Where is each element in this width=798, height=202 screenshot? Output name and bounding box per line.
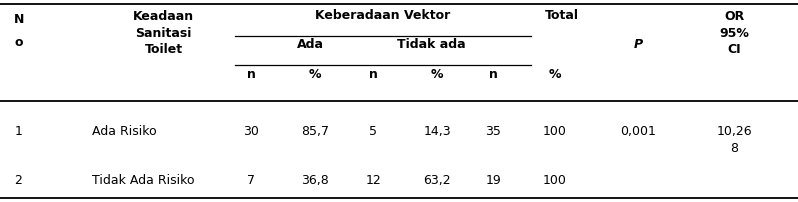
Text: 100: 100 — [543, 125, 567, 138]
Text: %: % — [548, 68, 561, 81]
Text: 100: 100 — [543, 174, 567, 187]
Text: 63,2: 63,2 — [424, 174, 451, 187]
Text: 30: 30 — [243, 125, 259, 138]
Text: %: % — [431, 68, 444, 81]
Text: 5: 5 — [369, 125, 377, 138]
Text: Total: Total — [545, 9, 579, 22]
Text: Tidak ada: Tidak ada — [397, 38, 465, 51]
Text: 14,3: 14,3 — [424, 125, 451, 138]
Text: 85,7: 85,7 — [301, 125, 330, 138]
Text: 12: 12 — [365, 174, 381, 187]
Text: N: N — [14, 13, 25, 26]
Text: 0,001: 0,001 — [621, 125, 656, 138]
Text: Ada: Ada — [297, 38, 323, 51]
Text: 2: 2 — [14, 174, 22, 187]
Text: OR
95%
CI: OR 95% CI — [719, 10, 749, 56]
Text: %: % — [309, 68, 322, 81]
Text: 10,26
8: 10,26 8 — [717, 125, 752, 155]
Text: P: P — [634, 38, 643, 51]
Text: 36,8: 36,8 — [302, 174, 329, 187]
Text: n: n — [247, 68, 256, 81]
Text: Keadaan
Sanitasi
Toilet: Keadaan Sanitasi Toilet — [133, 10, 194, 56]
Text: o: o — [14, 36, 23, 49]
Text: Ada Risiko: Ada Risiko — [92, 125, 156, 138]
Text: 7: 7 — [247, 174, 255, 187]
Text: n: n — [488, 68, 498, 81]
Text: 19: 19 — [485, 174, 501, 187]
Text: 35: 35 — [485, 125, 501, 138]
Text: n: n — [369, 68, 378, 81]
Text: 1: 1 — [14, 125, 22, 138]
Text: Keberadaan Vektor: Keberadaan Vektor — [315, 9, 451, 22]
Text: Tidak Ada Risiko: Tidak Ada Risiko — [92, 174, 194, 187]
